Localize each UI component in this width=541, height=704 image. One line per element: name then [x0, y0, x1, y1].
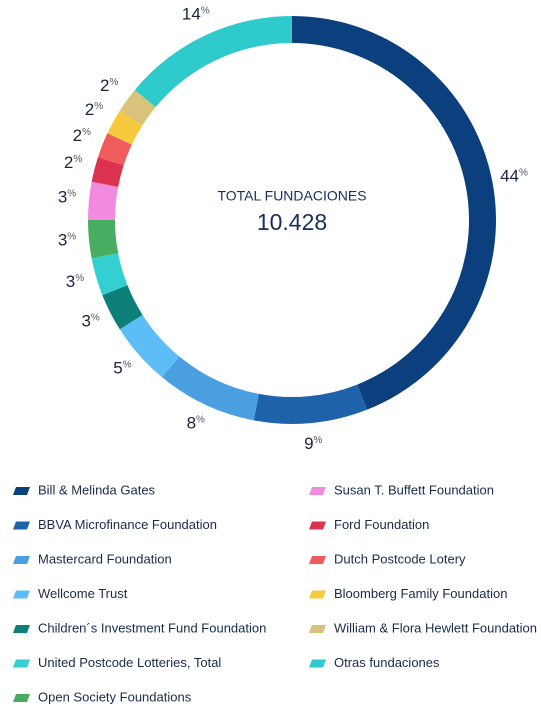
- legend-swatch: [309, 556, 326, 564]
- donut-segment: [161, 356, 259, 421]
- data-label-value: 2: [100, 77, 109, 96]
- legend-label: Children´s Investment Fund Foundation: [38, 620, 266, 635]
- data-label: 3%: [58, 188, 76, 207]
- data-label: 3%: [81, 312, 99, 331]
- donut-segment: [88, 220, 119, 259]
- data-label-value: 44: [500, 167, 519, 186]
- donut-segment: [253, 384, 368, 424]
- data-label-value: 3: [66, 273, 75, 292]
- data-label: 2%: [85, 101, 103, 120]
- legend-swatch: [309, 590, 326, 599]
- donut-segment: [102, 285, 143, 330]
- data-label: 3%: [66, 273, 84, 292]
- data-label: 5%: [113, 359, 131, 378]
- legend-swatch: [13, 521, 30, 530]
- donut-segment: [119, 314, 180, 378]
- data-label-value: 8: [187, 414, 196, 433]
- legend-label: Otras fundaciones: [334, 655, 440, 670]
- legend-swatch: [13, 556, 30, 564]
- data-label: 2%: [73, 126, 91, 145]
- data-label: 44%: [500, 167, 528, 186]
- donut-segment: [97, 133, 132, 166]
- data-label-unit: %: [67, 231, 76, 242]
- legend-label: Dutch Postcode Lotery: [334, 551, 466, 566]
- data-label-value: 5: [113, 359, 122, 378]
- legend-swatch: [13, 487, 30, 495]
- legend-label: BBVA Microfinance Foundation: [38, 517, 217, 532]
- donut-segment: [134, 16, 292, 108]
- data-label-unit: %: [67, 188, 76, 199]
- data-label-value: 2: [73, 126, 82, 145]
- data-label-unit: %: [196, 414, 205, 425]
- legend-label: Bloomberg Family Foundation: [334, 586, 507, 601]
- data-label: 9%: [304, 434, 322, 453]
- center-value: 10.428: [257, 209, 327, 235]
- legend-swatch: [13, 694, 30, 702]
- center-label: TOTAL FUNDACIONES: [217, 188, 366, 204]
- data-label: 2%: [100, 77, 118, 96]
- donut-segment: [91, 156, 124, 187]
- legend-label: Mastercard Foundation: [38, 551, 172, 566]
- data-label-unit: %: [91, 312, 100, 323]
- data-label-unit: %: [314, 435, 323, 446]
- legend-swatch: [309, 625, 326, 633]
- data-label-unit: %: [201, 5, 210, 16]
- data-label-value: 3: [58, 231, 67, 250]
- data-label-value: 3: [58, 188, 67, 207]
- data-label-unit: %: [75, 273, 84, 284]
- donut-segment: [91, 253, 128, 296]
- legend-label: United Postcode Lotteries, Total: [38, 655, 221, 670]
- legend-label: Open Society Foundations: [38, 689, 192, 704]
- legend-label: Susan T. Buffett Foundation: [334, 482, 494, 497]
- data-label-unit: %: [94, 101, 103, 112]
- legend-swatch: [13, 659, 30, 668]
- legend-label: William & Flora Hewlett Foundation: [334, 620, 537, 635]
- data-label-unit: %: [82, 126, 91, 137]
- legend-label: Wellcome Trust: [38, 586, 128, 601]
- legend-swatch: [309, 487, 326, 495]
- data-label: 8%: [187, 414, 205, 433]
- legend-swatch: [309, 521, 326, 530]
- donut-segment: [119, 89, 156, 126]
- data-label-unit: %: [519, 167, 528, 178]
- data-label-value: 9: [304, 434, 313, 453]
- legend-label: Bill & Melinda Gates: [38, 482, 156, 497]
- legend-label: Ford Foundation: [334, 517, 429, 532]
- legend-swatch: [309, 659, 326, 668]
- data-label-value: 3: [81, 312, 90, 331]
- data-label: 14%: [182, 5, 210, 24]
- data-label-unit: %: [123, 359, 132, 370]
- data-label-unit: %: [73, 153, 82, 164]
- data-label-value: 14: [182, 5, 201, 24]
- donut-segment: [107, 110, 143, 145]
- data-label: 3%: [58, 231, 76, 250]
- legend-swatch: [13, 625, 30, 633]
- legend-swatch: [13, 590, 30, 599]
- data-label-unit: %: [109, 77, 118, 88]
- data-label-value: 2: [64, 153, 73, 172]
- data-label-value: 2: [85, 101, 94, 120]
- donut-segment: [88, 181, 119, 220]
- donut-segment: [292, 16, 497, 410]
- data-label: 2%: [64, 153, 82, 172]
